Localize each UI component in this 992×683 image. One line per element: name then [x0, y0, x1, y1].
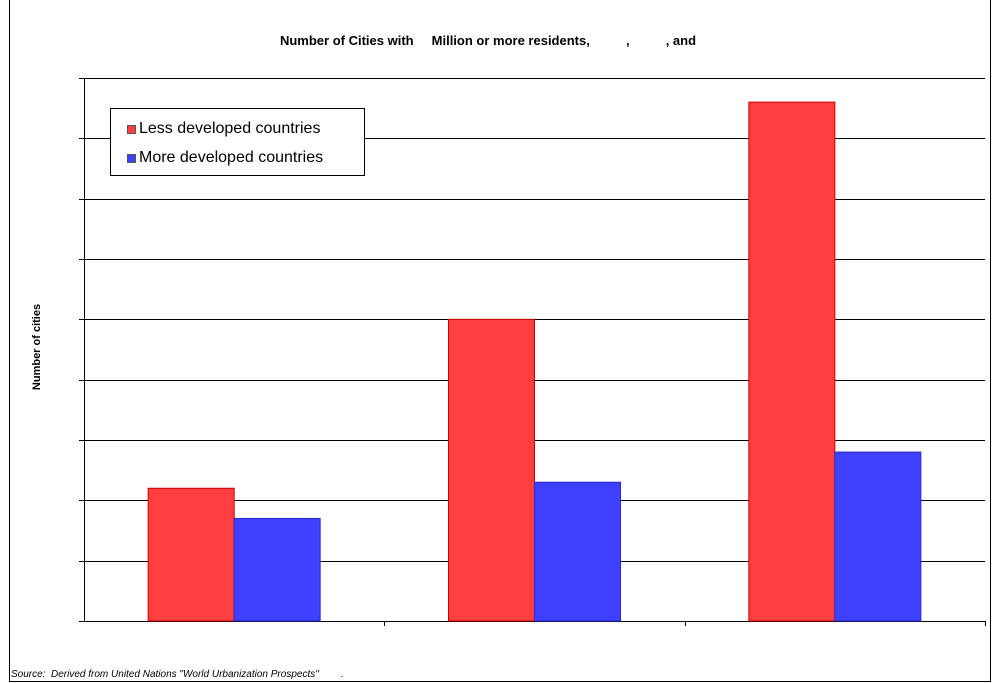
bar-series2-cat1	[233, 517, 321, 622]
source-note: Source: Derived from United Nations "Wor…	[11, 669, 344, 680]
legend-item-more-developed: More developed countries	[127, 149, 323, 167]
bar-series2-cat2	[534, 481, 621, 622]
legend-label-more-developed: More developed countries	[139, 149, 324, 166]
legend-swatch-less-developed	[127, 124, 136, 134]
legend-item-less-developed: Less developed countries	[127, 120, 320, 138]
chart-title: Number of Cities with Million or more re…	[279, 33, 697, 48]
bar-series1-cat2	[448, 318, 535, 622]
chart-frame	[9, 0, 991, 682]
bar-series1-cat3	[748, 101, 836, 622]
legend-label-less-developed: Less developed countries	[139, 120, 321, 137]
bar-series2-cat3	[834, 451, 922, 622]
legend-swatch-more-developed	[127, 153, 136, 163]
legend: Less developed countries More developed …	[110, 108, 365, 176]
bars	[147, 101, 922, 622]
bar-series1-cat1	[147, 487, 235, 622]
